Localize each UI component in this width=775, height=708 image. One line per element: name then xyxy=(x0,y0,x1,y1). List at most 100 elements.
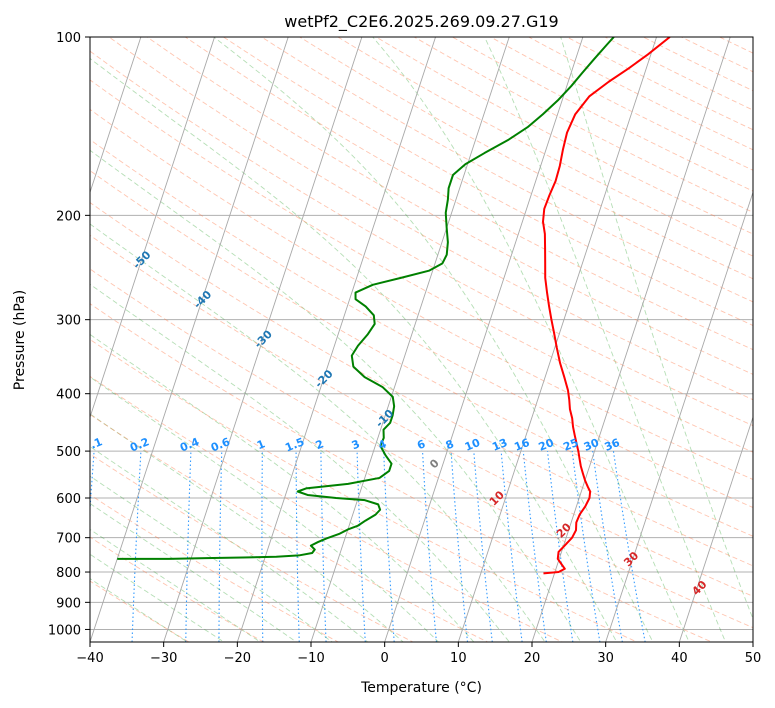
y-tick-label: 600 xyxy=(56,492,81,507)
mixing-ratio-label: 13 xyxy=(490,436,509,454)
moist-adiabat-line xyxy=(90,57,618,642)
moist-adiabats xyxy=(90,37,753,642)
plot-frame xyxy=(89,36,754,643)
mixing-ratio-line xyxy=(131,451,142,642)
mixing-ratio-label: 1 xyxy=(255,437,267,452)
y-tick-label: 300 xyxy=(56,314,81,329)
moist-adiabat-line xyxy=(484,37,727,642)
x-tick-label: −30 xyxy=(150,651,177,666)
grid-lines xyxy=(90,37,753,630)
y-tick-label: 200 xyxy=(56,209,81,224)
dry-adiabats xyxy=(90,37,753,642)
mixing-ratio-line xyxy=(383,451,395,642)
plot-area: 0.10.20.40.611.52346810131620253036-100-… xyxy=(90,37,753,642)
dry-adiabat-line xyxy=(90,108,753,481)
mixing-ratio-line xyxy=(522,451,547,642)
temperature-profile-line xyxy=(542,37,671,575)
mixing-ratio-label: 2 xyxy=(314,437,326,452)
dry-adiabat-line xyxy=(90,303,713,642)
x-tick-label: 30 xyxy=(597,651,614,666)
x-tick-label: −10 xyxy=(297,651,324,666)
x-axis-ticks: −40 −30 −20 −10 0 10 20 30 40 50 xyxy=(76,642,761,666)
moist-adiabat-line xyxy=(90,475,333,642)
mixing-ratio-line xyxy=(421,451,437,642)
mixing-ratio-line xyxy=(320,451,327,642)
moist-adiabat-line xyxy=(90,333,475,642)
dry-adiabat-line xyxy=(90,139,753,509)
y-tick-label: 500 xyxy=(56,445,81,460)
dry-adiabat-line xyxy=(222,37,753,326)
isotherm-line xyxy=(457,37,658,642)
x-axis-title: Temperature (°C) xyxy=(360,680,482,696)
line-labels: 0.10.20.40.611.52346810131620253036-100-… xyxy=(90,209,710,598)
mixing-ratio-label: 10 xyxy=(463,436,482,454)
moist-adiabat-line xyxy=(90,528,261,642)
dry-adiabat-line xyxy=(90,494,340,642)
dry-adiabat-line xyxy=(90,234,753,597)
moist-adiabat-line xyxy=(90,376,440,642)
isotherm-line xyxy=(90,37,216,419)
dry-adiabat-line xyxy=(90,170,753,537)
isotherm-line xyxy=(90,37,289,642)
moist-adiabat-line xyxy=(372,37,690,642)
isotherm-line xyxy=(163,37,363,642)
mixing-ratio-label: 25 xyxy=(561,436,580,454)
moist-adiabat-line xyxy=(90,283,510,642)
mixing-ratio-line xyxy=(546,451,574,642)
x-tick-label: 40 xyxy=(671,651,688,666)
y-tick-label: 700 xyxy=(56,532,81,547)
x-tick-label: 50 xyxy=(745,651,762,666)
chart-title: wetPf2_C2E6.2025.269.09.27.G19 xyxy=(284,12,558,32)
x-tick-label: −40 xyxy=(76,651,103,666)
mixing-ratio-line xyxy=(295,451,300,642)
isotherm-line xyxy=(384,37,584,642)
dry-adiabat-line xyxy=(90,338,639,642)
mixing-ratio-label: 20 xyxy=(537,436,556,454)
mixing-ratio-label: 30 xyxy=(582,436,601,454)
dry-adiabat-line xyxy=(90,580,190,642)
mixing-ratio-line xyxy=(571,451,601,642)
isotherm-line xyxy=(236,37,437,642)
mixing-ratio-line xyxy=(185,451,192,642)
dry-adiabat-line xyxy=(90,268,753,629)
mixing-ratio-line xyxy=(90,451,95,518)
y-tick-label: 100 xyxy=(56,31,81,46)
moist-adiabat-line xyxy=(90,446,369,642)
mixing-ratio-label: 36 xyxy=(603,436,622,454)
y-axis-ticks: 100 200 300 400 500 600 700 800 900 1000 xyxy=(48,31,90,638)
x-tick-label: −20 xyxy=(224,651,251,666)
moist-adiabat-line xyxy=(560,37,753,621)
isotherm-line xyxy=(678,415,753,642)
mixing-ratio-line xyxy=(612,451,646,642)
mixing-ratio-label: 3 xyxy=(350,437,362,452)
mixing-ratio-line xyxy=(450,451,469,642)
y-axis-title: Pressure (hPa) xyxy=(12,290,28,390)
dry-adiabat-line xyxy=(90,50,753,427)
mixing-ratio-label: 16 xyxy=(512,436,531,454)
isotherm-line xyxy=(605,190,753,642)
y-tick-label: 1000 xyxy=(48,623,81,638)
isotherm-line xyxy=(90,37,142,194)
moist-adiabat-line xyxy=(90,502,298,642)
mixing-ratio-line xyxy=(592,451,623,642)
isotherm-line xyxy=(310,37,510,642)
moist-adiabat-line xyxy=(90,223,546,642)
y-tick-label: 900 xyxy=(56,596,81,611)
x-tick-label: 20 xyxy=(524,651,541,666)
dry-adiabat-line xyxy=(90,79,753,453)
dry-adiabat-line xyxy=(184,37,753,351)
mixing-ratio-line xyxy=(473,451,493,642)
x-tick-label: 0 xyxy=(381,651,389,666)
y-tick-label: 800 xyxy=(56,566,81,581)
y-tick-label: 400 xyxy=(56,388,81,403)
dry-adiabat-line xyxy=(260,37,753,303)
mixing-ratio-line xyxy=(261,451,264,642)
dry-adiabat-line xyxy=(90,375,564,642)
x-tick-label: 10 xyxy=(450,651,467,666)
profile-series xyxy=(117,37,671,575)
dry-adiabat-line xyxy=(108,37,753,401)
dry-adiabat-line xyxy=(146,37,753,375)
dry-adiabat-line xyxy=(90,453,414,642)
